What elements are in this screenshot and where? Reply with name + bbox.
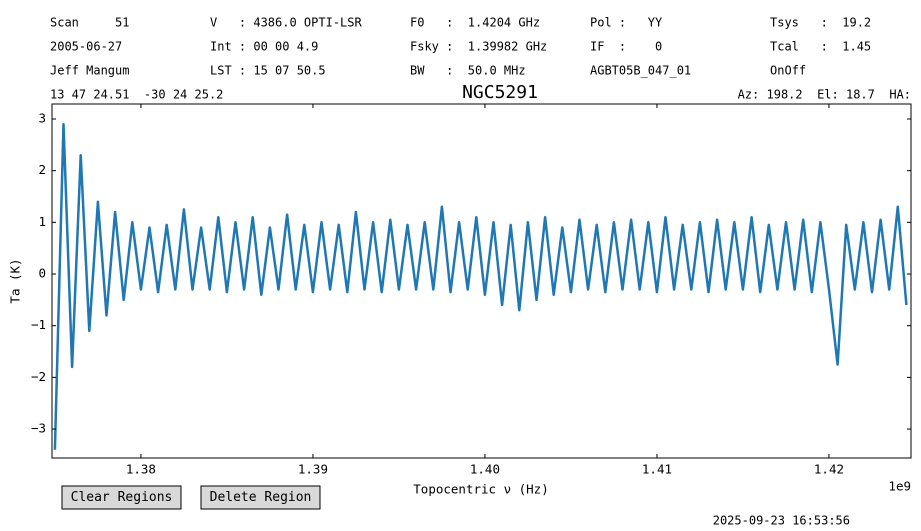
header-field: Tcal : 1.45 — [770, 40, 871, 54]
header-field: LST : 15 07 50.5 — [210, 64, 326, 78]
y-tick-label: −2 — [31, 369, 46, 384]
y-tick-label: −3 — [31, 421, 46, 436]
header-field: Int : 00 00 4.9 — [210, 40, 318, 54]
y-tick-label: 0 — [38, 266, 46, 281]
header-field: BW : 50.0 MHz — [410, 64, 526, 78]
header-field: Pol : YY — [590, 16, 663, 30]
header-field: V : 4386.0 OPTI-LSR — [210, 16, 362, 30]
header-field: IF : 0 — [590, 40, 662, 54]
header-field: Scan 51 — [50, 16, 129, 30]
spectrum-line — [53, 122, 908, 450]
header-field: OnOff — [770, 64, 806, 78]
y-tick-label: 1 — [38, 214, 46, 229]
x-tick-label: 1.40 — [470, 462, 500, 477]
header-field: 2005-06-27 — [50, 40, 122, 54]
button[interactable] — [200, 485, 321, 510]
x-tick-label: 1.41 — [642, 462, 672, 477]
y-axis-label: Ta (K) — [8, 258, 23, 303]
header-field: F0 : 1.4204 GHz — [410, 16, 540, 30]
plot-frame — [51, 103, 912, 459]
button-label[interactable]: Delete Region — [210, 490, 312, 505]
coordinates: 13 47 24.51 -30 24 25.2 — [50, 88, 223, 102]
chart-title: NGC5291 — [462, 82, 538, 103]
y-tick-label: 2 — [38, 162, 46, 177]
x-axis-label: Topocentric ν (Hz) — [413, 482, 548, 497]
header-field: AGBT05B_047_01 — [590, 64, 691, 78]
x-tick-label: 1.38 — [126, 462, 156, 477]
button-label[interactable]: Clear Regions — [71, 490, 173, 505]
button[interactable] — [61, 485, 182, 510]
x-offset-label: 1e9 — [888, 479, 911, 494]
header-field: Jeff Mangum — [50, 64, 129, 78]
pointing: Az: 198.2 El: 18.7 HA: — [738, 88, 911, 102]
x-tick-label: 1.42 — [814, 462, 844, 477]
header-field: Tsys : 19.2 — [770, 16, 871, 30]
x-tick-label: 1.39 — [298, 462, 328, 477]
y-tick-label: −1 — [31, 317, 46, 332]
header-field: Fsky : 1.39982 GHz — [410, 40, 547, 54]
timestamp: 2025-09-23 16:53:56 — [713, 514, 850, 528]
y-tick-label: 3 — [38, 110, 46, 125]
